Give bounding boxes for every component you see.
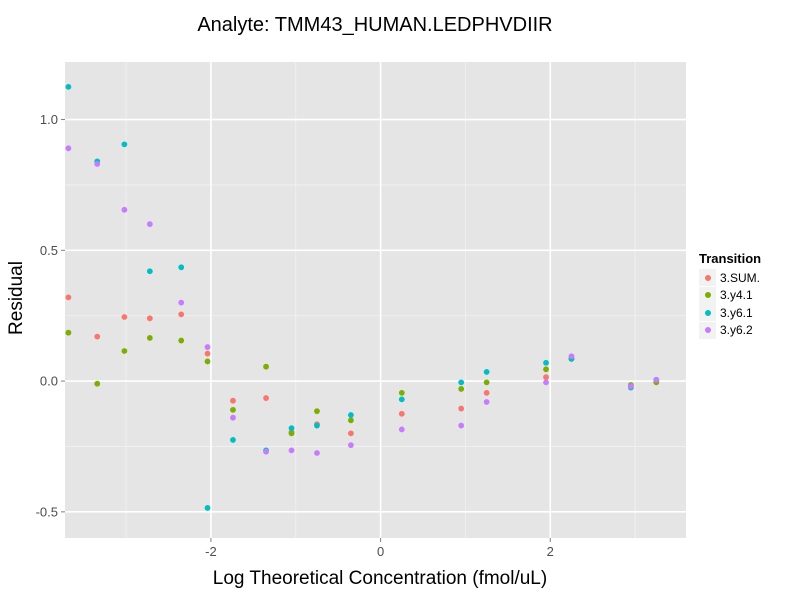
legend-key [699, 321, 716, 339]
legend-title: Transition [699, 251, 762, 266]
legend-label: 3.y6.2 [720, 323, 753, 338]
data-point [65, 294, 72, 301]
data-point [263, 448, 269, 455]
data-point [458, 422, 465, 429]
data-point [230, 397, 236, 404]
legend-dot [704, 309, 711, 316]
legend-item: 3.y4.1 [699, 286, 761, 305]
data-point [94, 380, 101, 387]
data-point [65, 329, 72, 336]
plot-panel [65, 62, 686, 538]
data-point [288, 425, 295, 432]
y-tick-label: 1.0 [40, 112, 58, 127]
legend: Transition 3.SUM. 3.y4.1 3.y6.1 3.y6.2 [699, 251, 761, 339]
x-axis-ticks: -2 0 2 [205, 538, 554, 559]
data-point [263, 395, 269, 401]
data-point [347, 417, 354, 424]
legend-dot [704, 327, 711, 334]
data-point [65, 83, 72, 90]
data-point [204, 358, 211, 365]
data-point [146, 268, 153, 275]
data-point [458, 386, 465, 392]
legend-key [699, 304, 716, 322]
data-point [178, 264, 185, 271]
data-point [204, 344, 211, 350]
data-point [146, 221, 153, 228]
data-point [146, 315, 153, 322]
legend-item: 3.y6.1 [699, 304, 761, 322]
data-point [230, 437, 236, 443]
data-point [543, 359, 549, 366]
data-point [314, 422, 320, 429]
data-point [121, 206, 128, 213]
data-point [178, 337, 185, 344]
legend-dot [704, 292, 711, 299]
data-point [204, 505, 211, 511]
x-axis-label: Log Theoretical Concentration (fmol/uL) [212, 568, 548, 589]
data-point [543, 379, 549, 386]
legend-label: 3.y4.1 [720, 288, 753, 303]
x-tick-label: 2 [547, 544, 554, 559]
legend-label: 3.SUM. [720, 270, 761, 285]
data-point [94, 161, 101, 167]
y-tick-label: 0.0 [40, 374, 58, 389]
legend-item: 3.y6.2 [699, 321, 761, 340]
data-point [178, 311, 185, 318]
legend-item: 3.SUM. [699, 269, 761, 287]
data-point [314, 450, 320, 456]
data-point [483, 389, 490, 396]
data-point [204, 350, 211, 357]
minor-gridlines [65, 62, 686, 538]
y-axis-label: Residual [6, 261, 27, 335]
y-tick-label: -0.5 [36, 504, 58, 519]
data-point [568, 353, 575, 360]
data-point [94, 333, 101, 340]
data-point [230, 406, 236, 413]
y-tick-label: 0.5 [40, 243, 58, 258]
data-point [347, 412, 354, 418]
data-point [347, 430, 354, 437]
chart-title: Analyte: TMM43_HUMAN.LEDPHVDIIR [197, 14, 553, 36]
data-point [288, 430, 295, 437]
data-point [314, 408, 320, 415]
data-point [230, 414, 236, 421]
data-point [263, 363, 269, 370]
data-point [288, 447, 295, 454]
data-point [347, 442, 354, 449]
data-point [121, 314, 128, 320]
data-point [65, 145, 72, 152]
legend-key [699, 286, 716, 304]
legend-label: 3.y6.1 [720, 305, 753, 320]
data-point [458, 379, 465, 386]
data-point [178, 299, 185, 306]
data-point [543, 374, 549, 381]
legend-dot [704, 274, 711, 281]
major-gridlines [65, 62, 686, 538]
data-point [398, 396, 405, 403]
data-point [146, 335, 153, 341]
data-point [483, 399, 490, 405]
data-point [398, 426, 405, 433]
data-point [121, 348, 128, 354]
y-axis-ticks: -0.5 0.0 0.5 1.0 [36, 112, 65, 519]
x-tick-label: 0 [377, 544, 384, 559]
data-point [627, 383, 634, 390]
legend-key [699, 269, 716, 287]
data-point [121, 141, 128, 148]
data-point [458, 405, 465, 412]
data-point [483, 379, 490, 386]
data-point [398, 410, 405, 417]
data-point [543, 366, 549, 373]
data-point [398, 389, 405, 396]
data-point [653, 376, 660, 383]
x-tick-label: -2 [205, 544, 217, 559]
data-point [483, 369, 490, 375]
data-points [65, 83, 660, 511]
